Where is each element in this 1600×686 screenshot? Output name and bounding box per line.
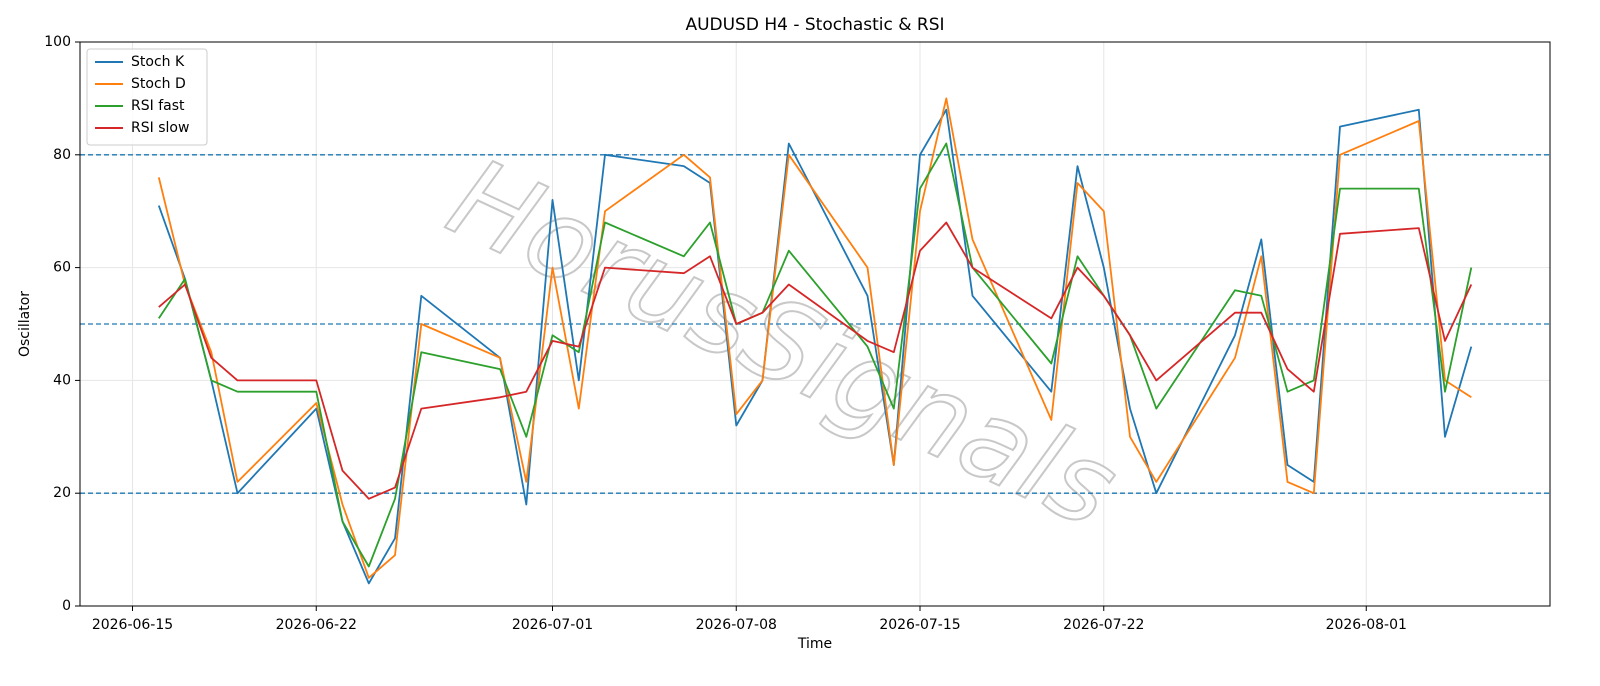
x-axis-label: Time	[797, 636, 832, 652]
y-tick-label: 60	[53, 260, 71, 276]
series-line	[157, 97, 1472, 579]
legend-label: Stoch D	[131, 76, 186, 92]
legend-label: Stoch K	[131, 54, 185, 70]
x-tick-label: 2026-06-15	[92, 617, 173, 633]
chart-title: AUDUSD H4 - Stochastic & RSI	[685, 15, 944, 35]
legend-label: RSI fast	[131, 98, 185, 114]
y-axis-label: Oscillator	[17, 291, 33, 357]
x-tick-label: 2026-08-01	[1326, 617, 1407, 633]
x-tick-label: 2026-07-08	[696, 617, 777, 633]
series-line	[158, 142, 1473, 568]
legend-label: RSI slow	[131, 120, 189, 136]
series-line	[158, 221, 1473, 500]
legend-box	[86, 48, 208, 146]
x-tick-label: 2026-07-22	[1063, 617, 1144, 633]
x-tick-label: 2026-07-15	[879, 617, 960, 633]
series-line	[157, 108, 1473, 585]
y-tick-label: 80	[53, 147, 71, 163]
y-tick-label: 0	[62, 598, 71, 614]
plot-frame	[79, 41, 1551, 607]
y-tick-label: 100	[44, 34, 71, 50]
x-tick-label: 2026-06-22	[276, 617, 357, 633]
y-tick-label: 40	[53, 372, 71, 388]
x-tick-label: 2026-07-01	[512, 617, 593, 633]
y-tick-label: 20	[53, 485, 71, 501]
